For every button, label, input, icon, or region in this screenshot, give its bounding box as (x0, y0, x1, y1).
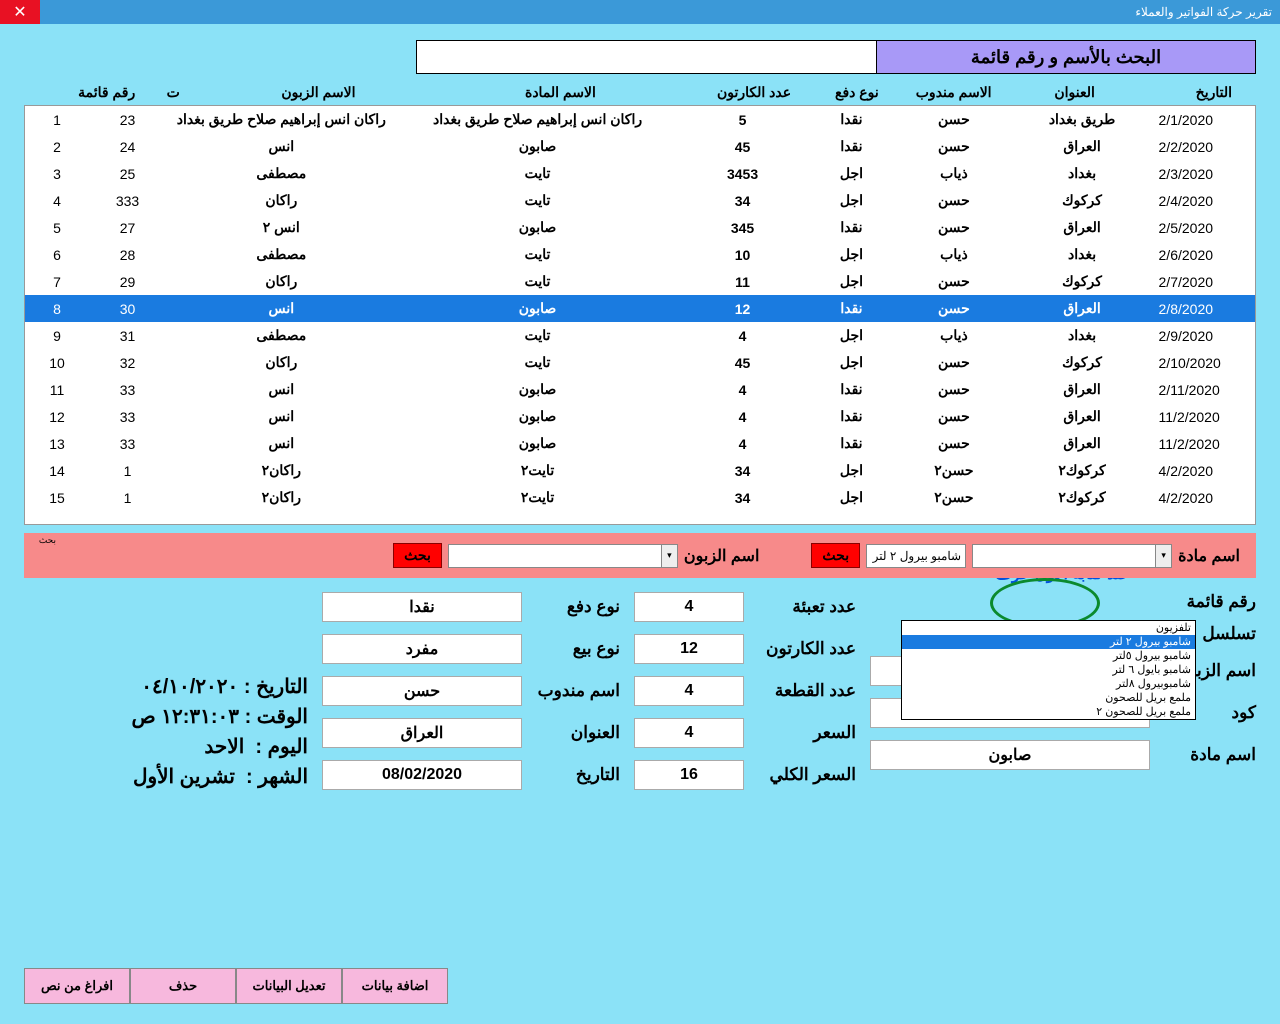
rep-field[interactable] (322, 676, 522, 706)
window-title: تقرير حركة الفواتير والعملاء (1135, 5, 1272, 19)
search-customer-button[interactable]: بحث (393, 543, 442, 568)
clear-button[interactable]: افراغ من نص (24, 968, 130, 1004)
add-button[interactable]: اضافة بيانات (342, 968, 448, 1004)
dropdown-item[interactable]: ملمع بريل للصحون ٢ (902, 705, 1195, 719)
dropdown-item[interactable]: ملمع بريل للصحون (902, 691, 1195, 705)
dropdown-item[interactable]: شامبو بيرول ٥لتر (902, 649, 1195, 663)
chevron-down-icon[interactable]: ▾ (1155, 545, 1171, 567)
item-field[interactable] (870, 740, 1150, 770)
total-field[interactable] (634, 760, 744, 790)
table-row[interactable]: 4/2/2020كركوك٢حسن٢اجل34تايت٢راكان٢115 (25, 484, 1255, 511)
item-combo[interactable]: ▾ (972, 544, 1172, 568)
pack-field[interactable] (634, 592, 744, 622)
table-row[interactable]: 2/4/2020كركوكحسناجل34تايتراكان3334 (25, 187, 1255, 214)
table-row[interactable]: 2/5/2020العراقحسننقدا345صابونانس ٢275 (25, 214, 1255, 241)
dropdown-item[interactable]: شامبو بايول ٦ لتر (902, 663, 1195, 677)
table-row[interactable]: 2/6/2020بغدادذياباجل10تايتمصطفى286 (25, 241, 1255, 268)
table-row[interactable]: 2/10/2020كركوكحسناجل45تايتراكان3210 (25, 349, 1255, 376)
table-row[interactable]: 2/11/2020العراقحسننقدا4صابونانس3311 (25, 376, 1255, 403)
item-filter-input[interactable] (866, 544, 966, 568)
table-row[interactable]: 2/8/2020العراقحسننقدا12صابونانس308 (25, 295, 1255, 322)
piece-field[interactable] (634, 676, 744, 706)
search-header-label: البحث بالأسم و رقم قائمة (876, 40, 1256, 74)
chevron-down-icon[interactable]: ▾ (661, 545, 677, 567)
table-row[interactable]: 2/1/2020طريق بغدادحسننقدا5راكان انس إبرا… (25, 106, 1255, 133)
table-row[interactable]: 4/2/2020كركوك٢حسن٢اجل34تايت٢راكان٢114 (25, 457, 1255, 484)
dropdown-item[interactable]: شامبوبيرول ٨لتر (902, 677, 1195, 691)
item-dropdown-list[interactable]: تلفزيونشامبو بيرول ٢ لترشامبو بيرول ٥لتر… (901, 620, 1196, 720)
dropdown-item[interactable]: اقراص فانس ١٢ عدد (902, 719, 1195, 720)
table-row[interactable]: 11/2/2020العراقحسننقدا4صابونانس3312 (25, 403, 1255, 430)
edit-button[interactable]: تعديل البيانات (236, 968, 342, 1004)
ptype-field[interactable] (322, 592, 522, 622)
dropdown-item[interactable]: تلفزيون (902, 621, 1195, 635)
data-table[interactable]: 2/1/2020طريق بغدادحسننقدا5راكان انس إبرا… (24, 105, 1256, 525)
dropdown-item[interactable]: شامبو بيرول ٢ لتر (902, 635, 1195, 649)
bottom-buttons: افراغ من نص حذف تعديل البيانات اضافة بيا… (24, 968, 448, 1004)
datetime-block: التاريخ : ٠٤/١٠/٢٠٢٠ الوقت : ١٢:٣١:٠٣ ص … (58, 672, 308, 792)
table-row[interactable]: 2/2/2020العراقحسننقدا45صابونانس242 (25, 133, 1255, 160)
addr-field[interactable] (322, 718, 522, 748)
table-row[interactable]: 2/7/2020كركوكحسناجل11تايتراكان297 (25, 268, 1255, 295)
close-icon[interactable]: ✕ (0, 0, 40, 24)
table-row[interactable]: 2/3/2020بغدادذياباجل3453تايتمصطفى253 (25, 160, 1255, 187)
delete-button[interactable]: حذف (130, 968, 236, 1004)
search-item-button[interactable]: بحث (811, 543, 860, 568)
date-field[interactable] (322, 760, 522, 790)
table-row[interactable]: 11/2/2020العراقحسننقدا4صابونانس3313 (25, 430, 1255, 457)
filter-customer-label: اسم الزبون (684, 546, 760, 566)
filter-item-label: اسم مادة (1178, 546, 1240, 566)
sale-field[interactable] (322, 634, 522, 664)
table-row[interactable]: 2/9/2020بغدادذياباجل4تايتمصطفى319 (25, 322, 1255, 349)
carton-field[interactable] (634, 634, 744, 664)
customer-combo[interactable]: ▾ (448, 544, 678, 568)
price-field[interactable] (634, 718, 744, 748)
search-input[interactable] (416, 40, 876, 74)
filter-bar: بحث اسم مادة ▾ بحث اسم الزبون ▾ بحث (24, 533, 1256, 578)
titlebar: تقرير حركة الفواتير والعملاء ✕ (0, 0, 1280, 24)
table-headers: التاريخ العنوان الاسم مندوب نوع دفع عدد … (24, 80, 1256, 105)
